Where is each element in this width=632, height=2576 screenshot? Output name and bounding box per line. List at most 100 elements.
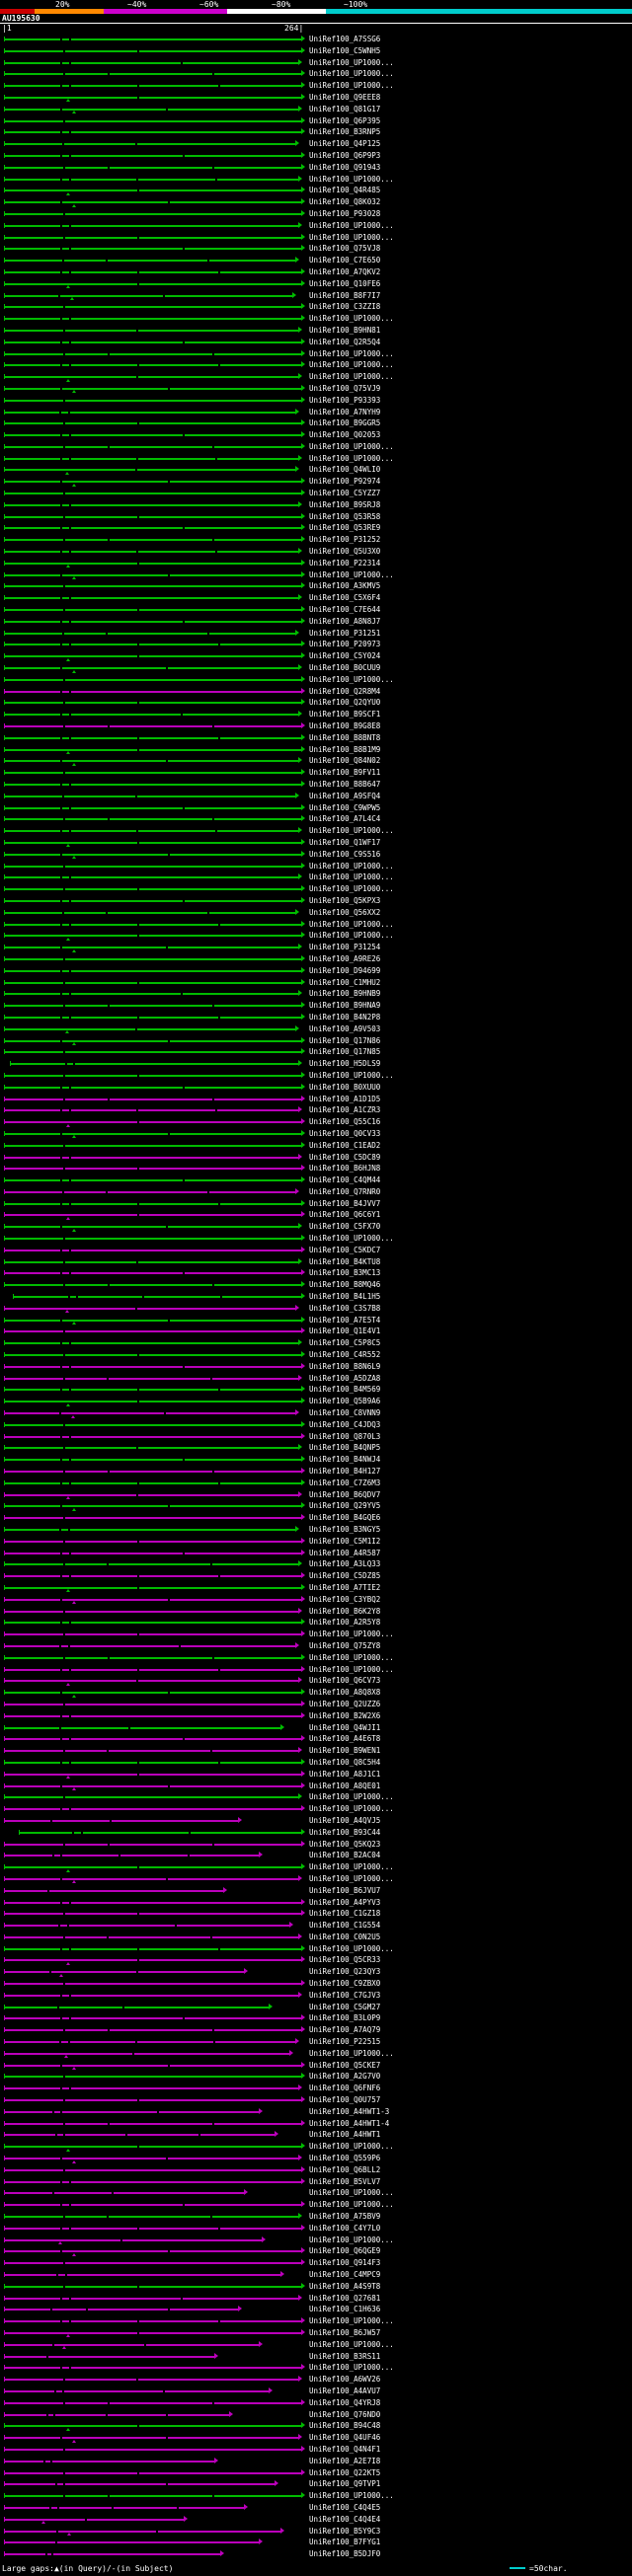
hit-label[interactable]: UniRef100_D94699 [309,965,381,975]
hit-label[interactable]: UniRef100_Q5CKE7 [309,2060,381,2070]
hit-label[interactable]: UniRef100_B4L1H5 [309,1292,381,1302]
alignment-bar[interactable] [4,2317,305,2324]
alignment-bar[interactable] [4,1083,305,1090]
alignment-bar[interactable] [4,687,305,694]
alignment-row[interactable]: UniRef100_Q2QYU0 [0,697,632,709]
alignment-bar[interactable] [4,792,299,798]
alignment-row[interactable]: UniRef100_C1H636 [0,2304,632,2315]
alignment-bar[interactable] [4,1607,302,1614]
alignment-row[interactable]: UniRef100_A7SSG6 [0,34,632,45]
alignment-bar[interactable] [4,2434,302,2443]
alignment-row[interactable]: UniRef100_B2W2X6 [0,1710,632,1722]
alignment-bar[interactable] [4,757,302,766]
hit-label[interactable]: UniRef100_Q6BLL2 [309,2164,381,2174]
hit-label[interactable]: UniRef100_Q914F3 [309,2258,381,2268]
hit-label[interactable]: UniRef100_A75BV9 [309,2212,381,2222]
hit-label[interactable]: UniRef100_Q2QYU0 [309,698,381,708]
alignment-row[interactable]: UniRef100_C5DC89 [0,1152,632,1164]
alignment-bar[interactable] [4,1281,305,1288]
hit-label[interactable]: UniRef100_B2AC04 [309,1851,381,1860]
alignment-row[interactable]: UniRef100_B8BNT8 [0,732,632,744]
alignment-row[interactable]: UniRef100_C4Q4E4 [0,2514,632,2526]
hit-label[interactable]: UniRef100_Q4P125 [309,139,381,149]
hit-label[interactable]: UniRef100_Q23QY3 [309,1967,381,1977]
hit-label[interactable]: UniRef100_B0XUU0 [309,1082,381,1092]
hit-label[interactable]: UniRef100_UP1000... [309,1792,394,1802]
alignment-bar[interactable] [4,1235,305,1242]
hit-label[interactable]: UniRef100_B4N2P8 [309,1012,381,1022]
alignment-row[interactable]: UniRef100_Q0CV33 [0,1128,632,1140]
alignment-bar[interactable] [4,349,305,356]
alignment-row[interactable]: UniRef100_B4L1H5 [0,1291,632,1303]
alignment-bar[interactable] [4,1071,305,1078]
alignment-row[interactable]: UniRef100_C4R552 [0,1349,632,1361]
alignment-bar[interactable] [4,478,305,487]
alignment-bar[interactable] [4,2282,305,2289]
alignment-bar[interactable] [4,1106,302,1113]
alignment-bar[interactable] [4,990,302,997]
alignment-bar[interactable] [4,675,305,682]
alignment-row[interactable]: UniRef100_B9GGR5 [0,417,632,429]
alignment-bar[interactable] [4,617,305,624]
hit-label[interactable]: UniRef100_B8N6L9 [309,1361,381,1371]
hit-label[interactable]: UniRef100_C4Q4E5 [309,2502,381,2512]
alignment-bar[interactable] [4,209,305,216]
alignment-row[interactable]: UniRef100_UP1000... [0,220,632,232]
alignment-bar[interactable] [4,93,305,103]
alignment-row[interactable]: UniRef100_P31254 [0,942,632,953]
alignment-bar[interactable] [4,803,305,810]
hit-label[interactable]: UniRef100_A9RE26 [309,953,381,963]
hit-label[interactable]: UniRef100_B3RS11 [309,2351,381,2361]
alignment-bar[interactable] [4,1141,305,1148]
hit-label[interactable]: UniRef100_A4HWT1-3 [309,2106,390,2116]
hit-label[interactable]: UniRef100_A3KMV5 [309,581,381,591]
alignment-row[interactable]: UniRef100_B9FV11 [0,767,632,779]
hit-label[interactable]: UniRef100_B9SRJ8 [309,499,381,509]
alignment-bar[interactable] [4,2049,293,2059]
hit-label[interactable]: UniRef100_UP1000... [309,372,394,382]
alignment-row[interactable]: UniRef100_P92974 [0,476,632,488]
alignment-bar[interactable] [4,1024,299,1034]
alignment-bar[interactable] [4,291,296,301]
alignment-bar[interactable] [4,1223,302,1232]
hit-label[interactable]: UniRef100_C8VNN9 [309,1408,381,1418]
hit-label[interactable]: UniRef100_Q5KPX3 [309,895,381,905]
hit-label[interactable]: UniRef100_C5YZZ7 [309,489,381,498]
hit-label[interactable]: UniRef100_Q8K032 [309,197,381,207]
alignment-bar[interactable] [4,1735,305,1742]
alignment-row[interactable]: UniRef100_UP1000... [0,2235,632,2246]
alignment-bar[interactable] [4,151,305,158]
hit-label[interactable]: UniRef100_UP1000... [309,2316,394,2326]
hit-label[interactable]: UniRef100_A8J1C1 [309,1769,381,1779]
alignment-row[interactable]: UniRef100_UP1000... [0,930,632,942]
alignment-bar[interactable] [4,1758,305,1765]
hit-label[interactable]: UniRef100_C3ZZI8 [309,302,381,312]
alignment-row[interactable]: UniRef100_C0N2U5 [0,1932,632,1943]
alignment-bar[interactable] [4,2119,305,2126]
hit-label[interactable]: UniRef100_A4HWT1-4 [309,2118,390,2128]
hit-label[interactable]: UniRef100_C5FX70 [309,1222,381,1232]
alignment-row[interactable]: UniRef100_Q8K032 [0,196,632,208]
hit-label[interactable]: UniRef100_B4M569 [309,1385,381,1395]
hit-label[interactable]: UniRef100_B8BNT8 [309,732,381,742]
alignment-bar[interactable] [10,1060,302,1067]
alignment-bar[interactable] [4,140,299,147]
alignment-row[interactable]: UniRef100_C8VNN9 [0,1407,632,1419]
alignment-row[interactable]: UniRef100_A8Q8X8 [0,1687,632,1699]
alignment-row[interactable]: UniRef100_A9RE26 [0,953,632,965]
hit-label[interactable]: UniRef100_Q4WJI1 [309,1722,381,1732]
alignment-row[interactable]: UniRef100_B6K2Y8 [0,1606,632,1618]
alignment-row[interactable]: UniRef100_UP1000... [0,348,632,360]
alignment-bar[interactable] [4,2294,302,2301]
alignment-row[interactable]: UniRef100_B4JVV7 [0,1198,632,1210]
alignment-bar[interactable] [4,1805,305,1812]
alignment-row[interactable]: UniRef100_A1D1D5 [0,1094,632,1105]
alignment-row[interactable]: UniRef100_A7E5T4 [0,1315,632,1326]
hit-label[interactable]: UniRef100_A9V503 [309,1023,381,1033]
alignment-bar[interactable] [4,1316,305,1326]
alignment-bar[interactable] [4,582,305,589]
hit-label[interactable]: UniRef100_A4S9T8 [309,2281,381,2291]
alignment-row[interactable]: UniRef100_UP1000... [0,2199,632,2211]
alignment-bar[interactable] [4,2410,233,2417]
alignment-bar[interactable] [4,1874,302,1884]
